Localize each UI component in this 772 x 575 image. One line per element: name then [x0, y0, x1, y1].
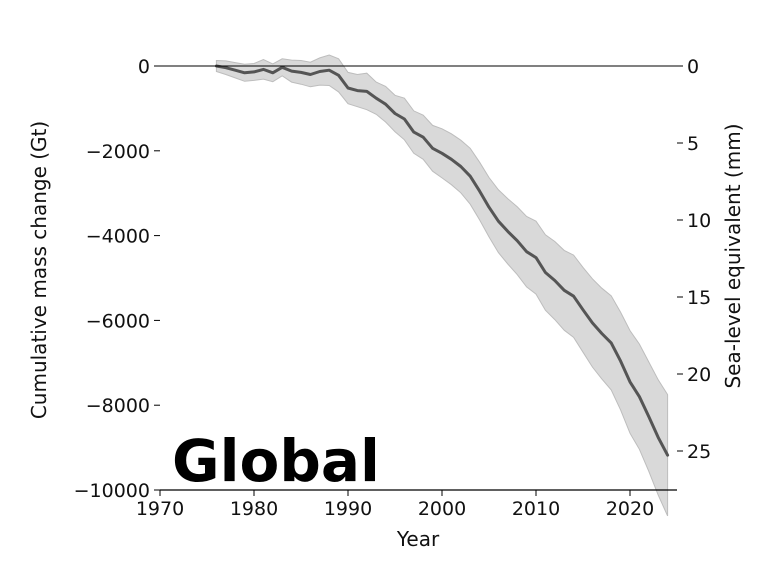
y-tick-label: −8000 — [86, 395, 150, 417]
x-tick-label: 2010 — [512, 498, 560, 520]
x-tick-label: 2020 — [606, 498, 654, 520]
x-tick-label: 1990 — [324, 498, 372, 520]
y-tick-label: 0 — [138, 56, 150, 78]
axes-layer — [160, 65, 677, 491]
x-tick-label: 1970 — [136, 498, 184, 520]
y-tick-label: −10000 — [74, 480, 150, 502]
series-line — [214, 64, 670, 457]
series-layer — [214, 64, 670, 457]
y-tick-label: −2000 — [86, 141, 150, 163]
y2-tick-label: 0 — [687, 56, 699, 78]
ticks-layer: 1970 1980 1990 2000 2010 20200−2000−4000−6000… — [74, 56, 712, 520]
y2-tick-label: 5 — [687, 133, 699, 155]
uncertainty-band — [215, 54, 669, 517]
y2-axis-label: Sea-level equivalent (mm) — [721, 123, 745, 388]
y-tick-label: −4000 — [86, 226, 150, 248]
y2-tick-label: 20 — [687, 364, 711, 386]
x-axis-label: Year — [396, 527, 440, 551]
x-tick-label: 1980 — [230, 498, 278, 520]
y-tick-label: −6000 — [86, 310, 150, 332]
region-annotation: Global — [172, 427, 380, 495]
y2-tick-label: 10 — [687, 210, 711, 232]
y2-tick-label: 15 — [687, 287, 711, 309]
y2-tick-label: 25 — [687, 441, 711, 463]
x-tick-label: 2000 — [418, 498, 466, 520]
uncertainty-band-layer — [215, 54, 669, 517]
y-axis-label: Cumulative mass change (Gt) — [27, 121, 51, 419]
